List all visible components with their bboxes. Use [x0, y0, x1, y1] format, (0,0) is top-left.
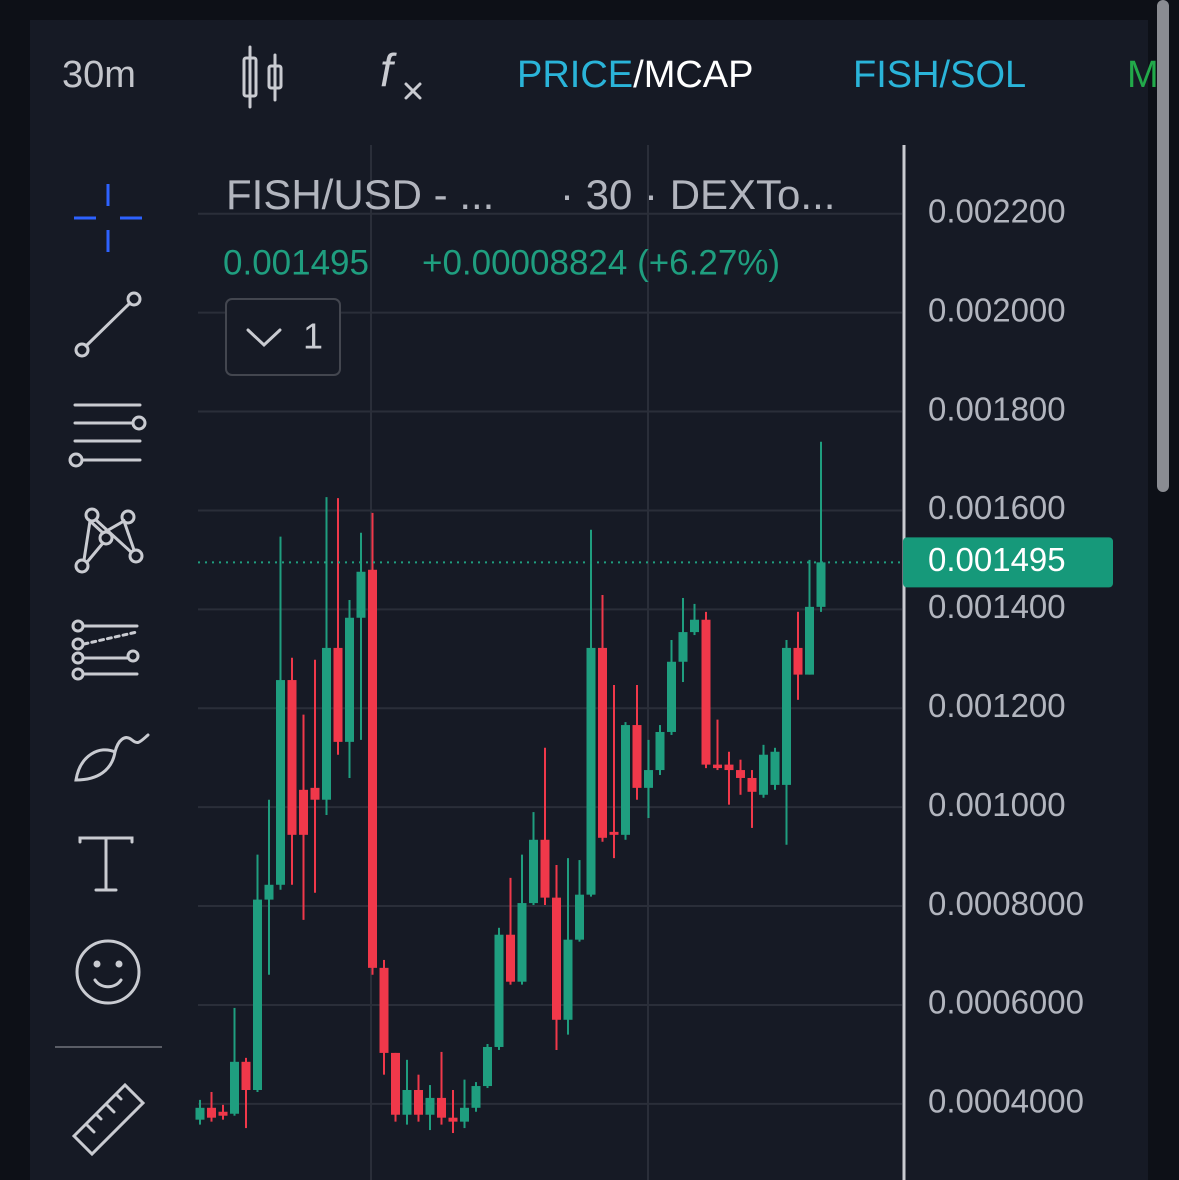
more-toggle[interactable]: M [1127, 54, 1159, 96]
candle-body [241, 1061, 251, 1090]
candle-body [448, 1117, 458, 1122]
candle-body [678, 632, 688, 662]
candle-body [690, 619, 699, 633]
y-tick-label: 0.0006000 [928, 984, 1084, 1021]
prediction-tool[interactable] [71, 619, 140, 681]
y-tick-label: 0.001600 [928, 489, 1066, 526]
fib-tool[interactable] [68, 403, 147, 468]
price-axis: 0.0004000 0.0006000 0.0008000 0.001000 0.001… [903, 192, 1113, 1120]
candle-body [264, 884, 274, 900]
legend-change: +0.00008824 (+6.27%) [422, 243, 780, 282]
candle-body [575, 894, 584, 940]
candles [195, 441, 902, 1134]
indicator-count: 1 [303, 316, 323, 357]
ruler-tool[interactable] [71, 1082, 146, 1157]
candle-body [195, 1107, 205, 1120]
candle-body [747, 777, 757, 792]
y-tick-label: 0.001000 [928, 786, 1066, 823]
fx-icon: f [380, 44, 397, 96]
text-tool[interactable] [78, 836, 134, 892]
candle-body [621, 725, 630, 835]
candle-body [506, 934, 515, 982]
candle-body [793, 647, 803, 675]
candle-body [218, 1111, 228, 1116]
scrollbar[interactable] [1157, 0, 1169, 492]
candle-body [379, 967, 389, 1053]
candle-body [655, 731, 665, 771]
legend-symbol: FISH/USD - ... [226, 171, 494, 218]
legend-price: 0.001495 [223, 243, 369, 282]
candle-body [713, 764, 722, 769]
fx-x [404, 82, 422, 100]
candle-body [540, 839, 550, 898]
indicators-icon[interactable]: f [380, 44, 422, 100]
y-tick-label: 0.0004000 [928, 1083, 1084, 1120]
chevron [246, 328, 282, 348]
pair-toggle[interactable]: FISH/SOL [853, 54, 1026, 96]
candle-body [782, 647, 791, 785]
trend-line-tool[interactable] [74, 291, 142, 358]
candle-body [414, 1090, 423, 1115]
price-option[interactable]: PRICE [517, 54, 633, 96]
last-price-label: 0.001495 [928, 541, 1066, 578]
candle-body [425, 1097, 435, 1115]
last-price-tag [903, 537, 1113, 588]
candle-body [402, 1090, 412, 1115]
candle-body [253, 899, 262, 1090]
candle-body [759, 754, 768, 795]
y-tick-label: 0.002200 [928, 192, 1066, 229]
candle-body [230, 1061, 239, 1114]
candle-body [552, 897, 561, 1020]
candle-body [276, 680, 285, 885]
price-mcap-toggle[interactable]: PRICE/MCAP [517, 54, 754, 96]
candle-body [517, 903, 527, 982]
pattern-tool[interactable] [74, 507, 144, 574]
y-tick-label: 0.002000 [928, 291, 1066, 328]
y-tick-label: 0.001200 [928, 687, 1066, 724]
y-tick-label: 0.0008000 [928, 885, 1084, 922]
candle-body [805, 606, 814, 675]
candle-body [368, 569, 377, 968]
candle-body [345, 617, 354, 742]
candle-body [460, 1107, 469, 1122]
candle-body [483, 1046, 492, 1087]
candle-type-icon[interactable] [242, 45, 283, 109]
legend-collapse[interactable]: 1 [225, 298, 341, 376]
mcap-option[interactable]: /MCAP [633, 54, 753, 96]
candle-body [816, 562, 826, 607]
candle-body [563, 939, 573, 1020]
candle-body [494, 934, 504, 1047]
candle-body [529, 839, 538, 904]
candle-body [724, 764, 734, 771]
candle-body [644, 770, 653, 788]
crosshair-tool[interactable] [74, 184, 142, 252]
candle-body [391, 1052, 400, 1115]
y-tick-label: 0.001400 [928, 588, 1066, 625]
interval-button[interactable]: 30m [62, 54, 136, 96]
candle-body [609, 831, 619, 835]
candle-body [322, 647, 331, 800]
candle-body [287, 680, 297, 835]
candle-body [310, 787, 320, 800]
candle-body [471, 1086, 481, 1108]
candle-body [437, 1097, 446, 1118]
emoji-tool[interactable] [75, 939, 141, 1005]
candle-body [586, 647, 596, 895]
candle-body [333, 647, 343, 742]
candle-body [632, 725, 642, 788]
candle-body [207, 1107, 216, 1118]
legend-collapse-box[interactable] [225, 298, 341, 376]
y-tick-label: 0.001800 [928, 390, 1066, 427]
brush-tool[interactable] [74, 733, 150, 782]
legend-details: · 30 · DEXTo... [560, 171, 835, 218]
candle-body [598, 647, 607, 838]
candle-body [299, 789, 308, 835]
candle-body [770, 751, 780, 785]
candle-body [701, 619, 711, 765]
candle-body [736, 770, 745, 778]
candle-body [667, 661, 676, 732]
candle-body [356, 571, 366, 618]
